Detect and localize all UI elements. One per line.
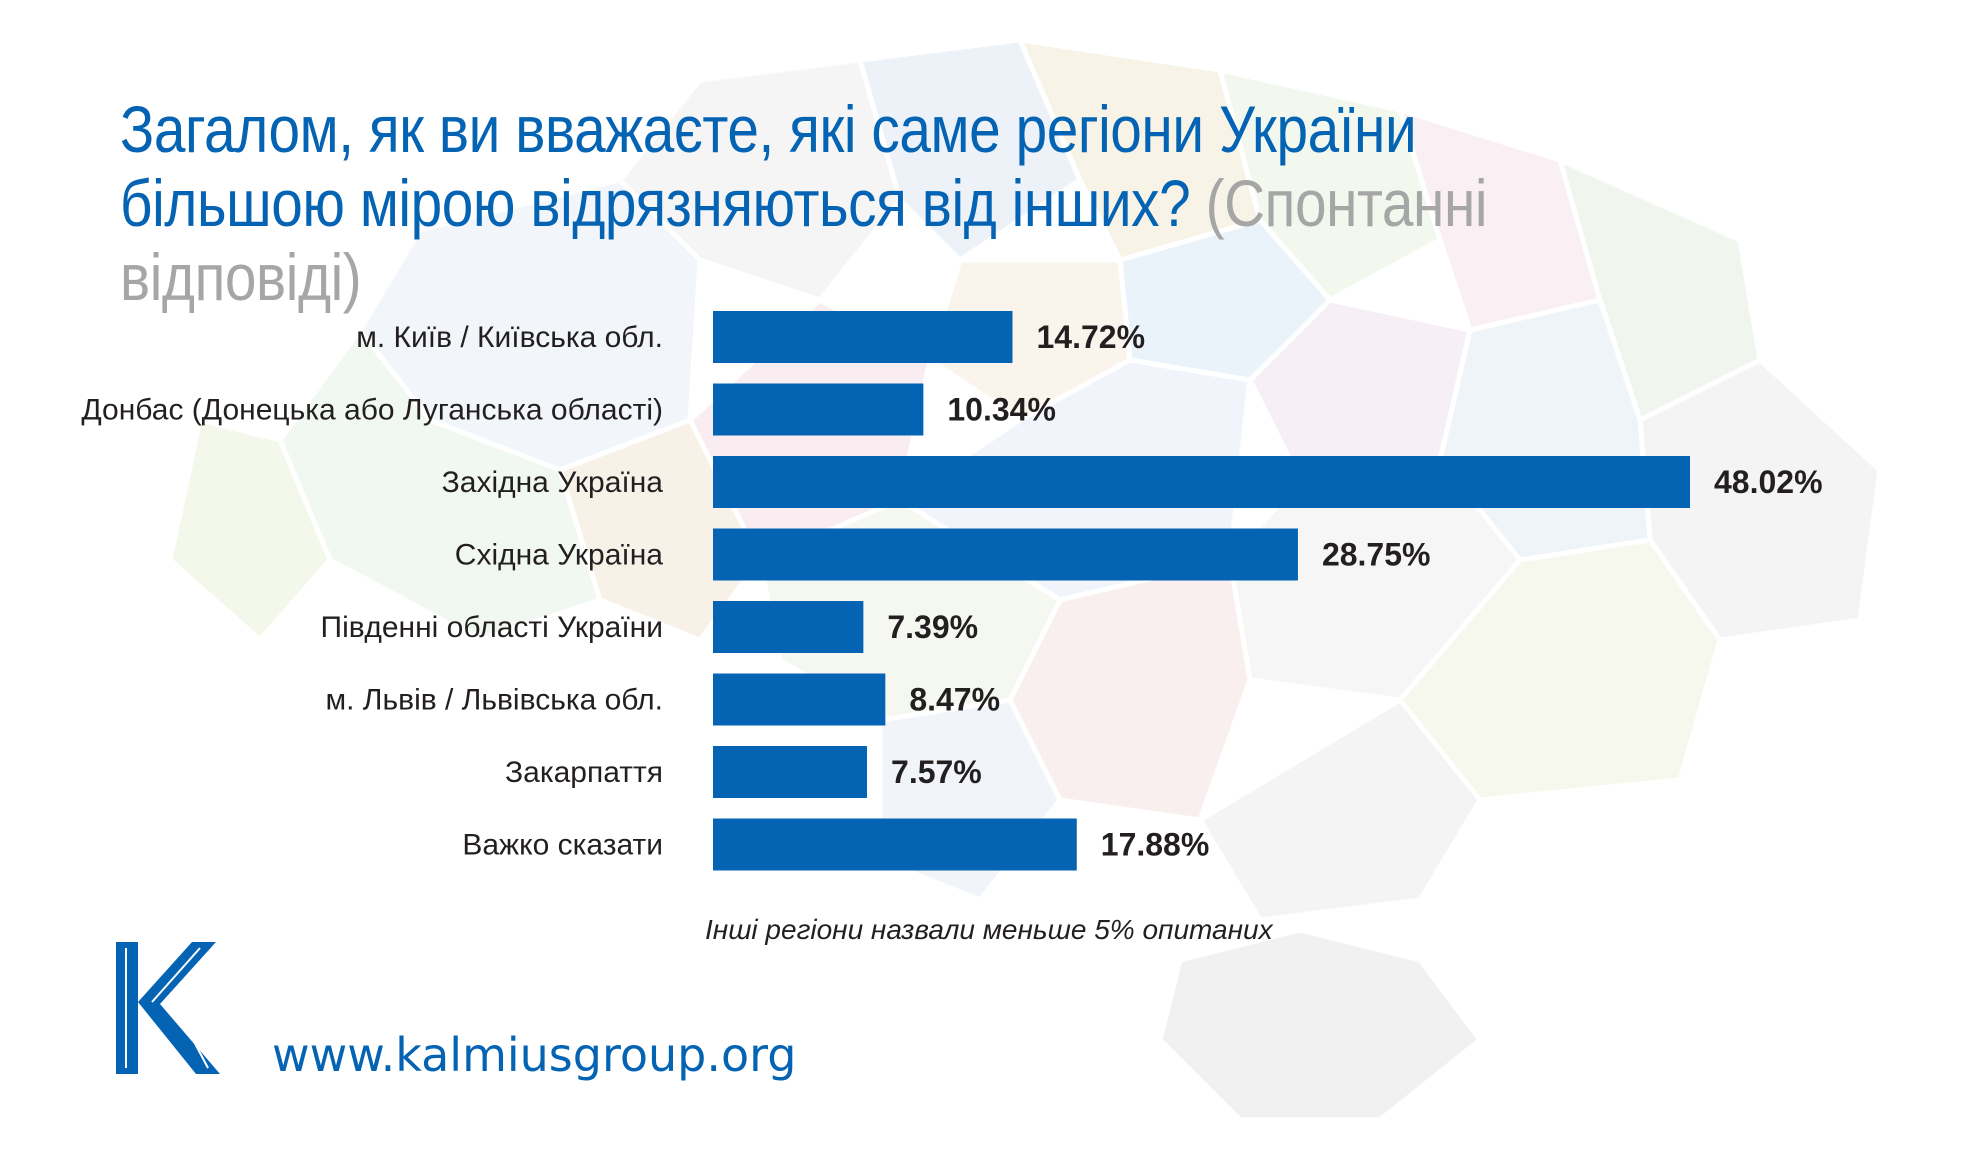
title-subtitle: (Спонтанні відповіді) xyxy=(120,166,1488,314)
category-label: Донбас (Донецька або Луганська області) xyxy=(81,394,663,427)
kalmius-logo xyxy=(116,942,220,1074)
category-label: м. Київ / Київська обл. xyxy=(356,321,663,354)
value-label: 7.39% xyxy=(887,609,978,645)
page-title: Загалом, як ви вважаєте, які саме регіон… xyxy=(120,92,1651,314)
value-label: 48.02% xyxy=(1714,464,1823,500)
bar xyxy=(713,818,1077,871)
bar xyxy=(713,746,868,798)
bar xyxy=(713,528,1298,581)
website-link[interactable]: www.kalmiusgroup.org xyxy=(272,1028,797,1082)
value-label: 8.47% xyxy=(909,682,1000,718)
bar xyxy=(713,673,886,726)
bar xyxy=(713,383,924,436)
value-label: 28.75% xyxy=(1322,537,1431,573)
value-label: 17.88% xyxy=(1101,827,1210,863)
bar xyxy=(713,601,864,653)
category-label: Західна Україна xyxy=(442,466,664,499)
value-label: 10.34% xyxy=(947,392,1056,428)
category-label: Важко сказати xyxy=(462,829,663,862)
footnote: Інші регіони назвали меньше 5% опитаних xyxy=(705,914,1273,945)
bar xyxy=(713,311,1013,363)
bar xyxy=(713,456,1690,508)
value-label: 7.57% xyxy=(891,754,982,790)
category-label: м. Львів / Львівська обл. xyxy=(326,684,663,717)
category-label: Південні області України xyxy=(321,611,663,644)
category-label: Закарпаття xyxy=(505,756,663,789)
category-label: Східна Україна xyxy=(455,539,664,572)
value-label: 14.72% xyxy=(1036,319,1145,355)
title-text: Загалом, як ви вважаєте, які саме регіон… xyxy=(120,92,1417,240)
